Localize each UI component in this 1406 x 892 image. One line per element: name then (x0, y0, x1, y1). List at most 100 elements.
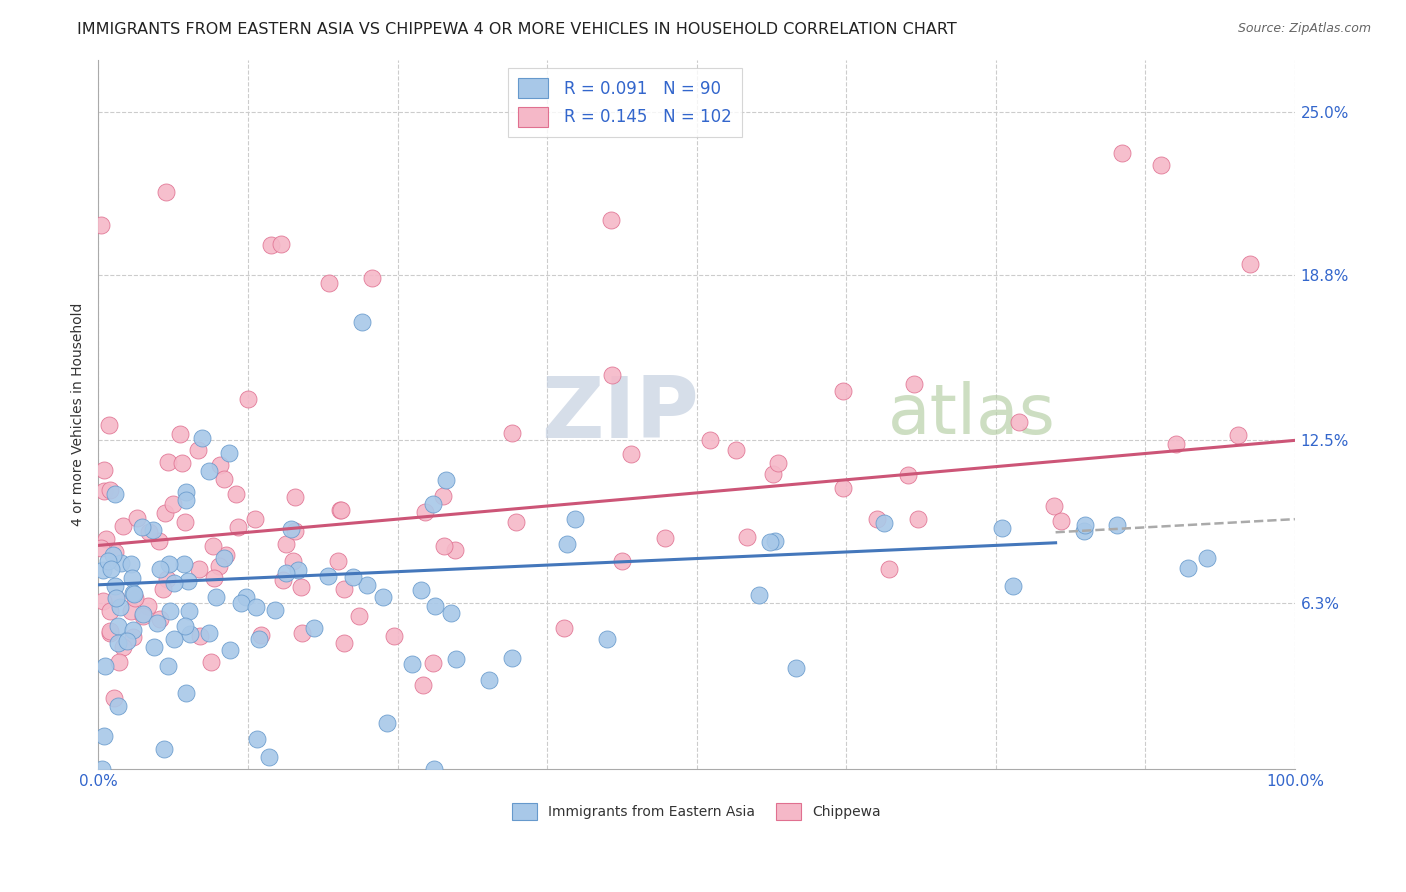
Point (90, 541, 112, 556)
Point (122, 623, 145, 637)
Point (122, 585, 145, 599)
Point (342, 569, 364, 583)
Point (444, 651, 467, 665)
Point (329, 503, 352, 517)
Point (169, 426, 191, 441)
Point (215, 548, 238, 562)
Point (877, 562, 900, 576)
Point (155, 506, 177, 520)
Point (157, 454, 180, 468)
Point (170, 456, 193, 470)
Point (93, 729, 115, 743)
Point (156, 572, 179, 586)
Point (98, 626, 121, 640)
Point (290, 580, 312, 594)
Point (148, 533, 170, 548)
Point (94, 659, 117, 673)
Point (897, 468, 920, 483)
Point (107, 699, 129, 714)
Point (1043, 499, 1066, 513)
Point (152, 582, 174, 597)
Point (155, 186, 177, 200)
Point (124, 591, 146, 605)
Point (121, 571, 143, 585)
Point (423, 762, 446, 776)
Point (260, 237, 283, 252)
Point (274, 537, 297, 551)
Point (356, 578, 378, 592)
Point (759, 535, 782, 549)
Point (1050, 514, 1073, 528)
Point (97, 418, 120, 433)
Point (422, 497, 444, 511)
Point (214, 551, 236, 566)
Point (225, 487, 247, 501)
Point (766, 457, 789, 471)
Point (283, 553, 305, 567)
Point (173, 557, 195, 571)
Point (105, 591, 128, 605)
Point (104, 579, 127, 593)
Point (280, 522, 302, 536)
Point (382, 629, 405, 643)
Point (197, 464, 219, 478)
Point (159, 604, 181, 618)
Point (125, 511, 148, 525)
Point (104, 545, 127, 559)
Point (371, 590, 394, 604)
Point (205, 590, 228, 604)
Point (97, 554, 120, 568)
Point (375, 715, 398, 730)
Point (247, 632, 270, 646)
Point (105, 591, 128, 606)
Text: Source: ZipAtlas.com: Source: ZipAtlas.com (1237, 22, 1371, 36)
Point (226, 520, 249, 534)
Point (100, 562, 122, 576)
Point (1001, 579, 1024, 593)
Point (93, 594, 115, 608)
Point (174, 515, 197, 529)
Point (250, 628, 273, 642)
Point (564, 512, 586, 526)
Point (149, 612, 172, 626)
Point (163, 576, 186, 591)
Point (93, 463, 115, 477)
Point (866, 512, 889, 526)
Point (333, 636, 356, 650)
Point (98, 624, 121, 639)
Point (122, 587, 145, 601)
Point (218, 445, 240, 459)
Point (212, 472, 235, 486)
Point (440, 606, 463, 620)
Text: ZIP: ZIP (541, 373, 699, 456)
Point (699, 434, 721, 448)
Point (138, 599, 160, 614)
Point (174, 492, 197, 507)
Point (145, 615, 167, 630)
Point (361, 271, 384, 285)
Point (200, 656, 222, 670)
Point (264, 603, 287, 617)
Point (188, 629, 211, 643)
Point (174, 485, 197, 500)
Point (132, 607, 155, 622)
Point (433, 539, 456, 553)
Point (1105, 518, 1128, 533)
Text: IMMIGRANTS FROM EASTERN ASIA VS CHIPPEWA 4 OR MORE VEHICLES IN HOUSEHOLD CORRELA: IMMIGRANTS FROM EASTERN ASIA VS CHIPPEWA… (77, 22, 957, 37)
Point (104, 486, 127, 500)
Point (162, 497, 184, 511)
Point (1177, 560, 1199, 574)
Point (94, 533, 117, 547)
Point (176, 685, 198, 699)
Point (620, 447, 643, 461)
Point (735, 530, 758, 544)
Point (763, 533, 786, 548)
Point (422, 656, 444, 670)
Point (1073, 517, 1095, 532)
Point (443, 542, 465, 557)
Point (725, 442, 748, 457)
Point (291, 625, 314, 640)
Point (163, 632, 186, 646)
Point (1150, 158, 1173, 172)
Point (425, 599, 447, 613)
